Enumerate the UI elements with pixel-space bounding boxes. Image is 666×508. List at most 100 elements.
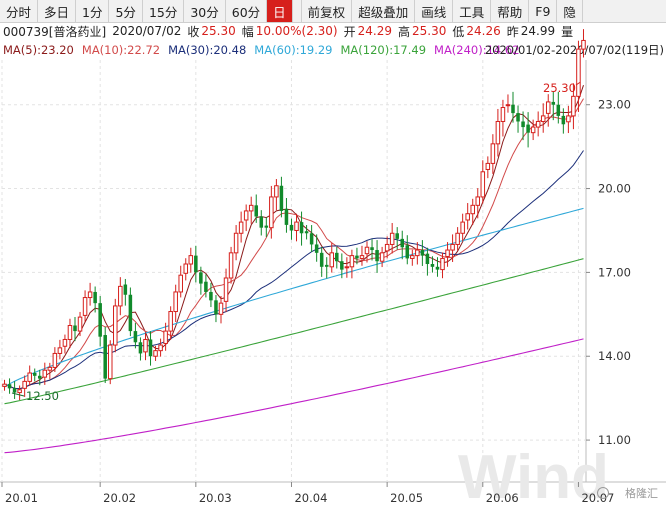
candle <box>289 218 294 240</box>
candle <box>12 381 17 399</box>
candle-body <box>359 255 365 259</box>
change-label: 幅 <box>241 24 254 39</box>
candle-body <box>87 291 93 299</box>
candle-body <box>209 291 213 301</box>
candle <box>279 176 284 218</box>
candle-body <box>324 264 329 267</box>
candle <box>500 99 506 137</box>
candle <box>7 378 12 394</box>
candle <box>571 83 576 130</box>
candle-body <box>566 115 571 123</box>
candle <box>551 91 556 121</box>
ma60-legend: MA(60):19.29 <box>254 43 333 57</box>
tools-button[interactable]: 工具 <box>453 0 492 22</box>
candle-body <box>319 252 324 267</box>
candle <box>505 94 511 113</box>
candle-body <box>440 257 445 271</box>
candle <box>425 247 430 276</box>
candle <box>143 332 148 361</box>
candle <box>32 368 37 382</box>
candle <box>138 337 143 361</box>
candle-body <box>7 384 12 389</box>
draw-button[interactable]: 画线 <box>415 0 454 22</box>
candle-body <box>52 352 58 368</box>
period-tab-30m[interactable]: 30分 <box>184 0 226 22</box>
candle <box>113 298 118 353</box>
candle <box>148 331 153 366</box>
candle <box>228 246 234 284</box>
candle-body <box>304 231 309 234</box>
candle <box>274 179 279 211</box>
candle <box>42 362 48 385</box>
candle-body <box>243 210 249 221</box>
candle-body <box>274 185 279 198</box>
x-tick-label: 20.01 <box>5 491 38 505</box>
low-price-annotation: 12.50 <box>26 389 59 403</box>
candle <box>389 222 395 254</box>
candle <box>516 105 520 133</box>
candle <box>199 266 203 295</box>
candle-body <box>395 233 399 239</box>
candle-body <box>294 221 299 231</box>
quote-date: 2020/07/02 <box>112 24 182 38</box>
candle-body <box>199 272 203 284</box>
date-range-label: 2020/01/02-2020/07/02(119日) <box>484 43 664 57</box>
high-price-annotation: 25.30 <box>543 81 576 95</box>
candles <box>2 29 586 401</box>
period-tab-1m[interactable]: 1分 <box>76 0 110 22</box>
candle-body <box>32 373 37 376</box>
ma30-line <box>4 150 584 390</box>
candle-body <box>27 372 32 382</box>
help-button[interactable]: 帮助 <box>491 0 530 22</box>
candle <box>379 246 385 268</box>
candle-body <box>238 221 244 234</box>
overlay-button[interactable]: 超级叠加 <box>352 0 416 22</box>
f9-button[interactable]: F9 <box>529 0 558 22</box>
adjust-button[interactable]: 前复权 <box>302 0 353 22</box>
period-tab-daily[interactable]: 日 <box>267 0 293 22</box>
annotations: 25.30 12.50 <box>11 81 581 403</box>
period-tab-multiday[interactable]: 多日 <box>38 0 77 22</box>
candle <box>400 230 405 260</box>
candle-body <box>118 285 123 307</box>
candle <box>209 282 213 308</box>
ma30-legend: MA(30):20.48 <box>168 43 247 57</box>
toolbar: 分时 多日 1分 5分 15分 30分 60分日前复权 超级叠加 画线 工具 帮助 F9 隐 <box>0 0 666 23</box>
candle <box>410 249 415 266</box>
period-tab-15m[interactable]: 15分 <box>143 0 185 22</box>
candle-body <box>204 281 208 292</box>
period-tab-60m[interactable]: 60分 <box>226 0 268 22</box>
candle <box>52 347 58 372</box>
candle <box>430 256 435 273</box>
candle <box>259 210 264 236</box>
hide-button[interactable]: 隐 <box>557 0 583 22</box>
candle-body <box>530 126 536 134</box>
candle <box>309 225 314 252</box>
candle-body <box>445 249 450 257</box>
candle <box>395 227 399 250</box>
candle-body <box>460 221 465 234</box>
candle-body <box>526 124 530 133</box>
gelonghui-logo: 格隆汇 <box>625 486 658 500</box>
candle <box>445 242 450 267</box>
candle <box>82 290 88 322</box>
logo-icon <box>597 487 609 499</box>
prev-close-label: 昨 <box>506 24 519 39</box>
candle <box>233 225 239 261</box>
candle-body <box>500 107 506 122</box>
period-tab-5m[interactable]: 5分 <box>109 0 143 22</box>
candle-body <box>551 101 556 105</box>
candle-body <box>47 366 53 371</box>
period-tab-intraday[interactable]: 分时 <box>0 0 39 22</box>
candle <box>22 375 27 397</box>
open-label: 开 <box>343 24 356 39</box>
candle-body <box>400 238 405 248</box>
candle-body <box>82 297 88 316</box>
high-value: 25.30 <box>411 24 447 38</box>
candle-body <box>314 244 319 253</box>
candle-body <box>113 305 118 346</box>
candle-body <box>540 115 546 122</box>
watermark: Wind <box>458 443 609 508</box>
candle <box>294 213 299 242</box>
